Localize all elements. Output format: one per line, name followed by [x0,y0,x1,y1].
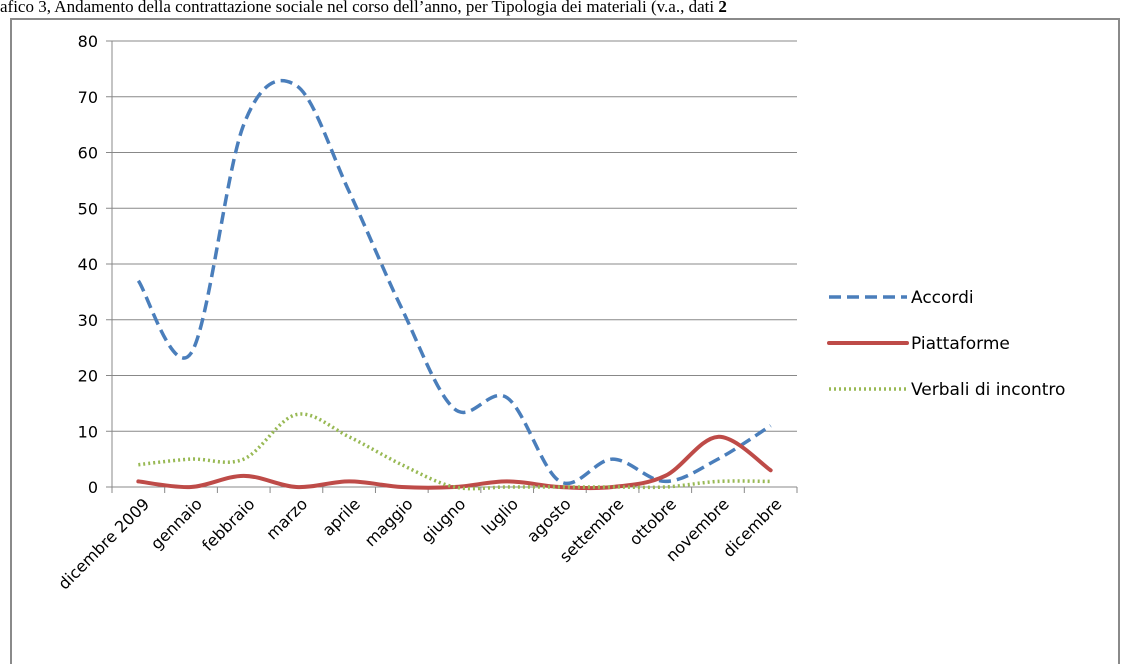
legend-label-accordi: Accordi [911,288,974,308]
y-tick-label: 60 [78,144,98,163]
y-tick-label: 50 [78,199,98,218]
caption-text: afico 3, Andamento della contrattazione … [0,0,718,16]
y-tick-labels: 0 10 20 30 40 50 60 70 80 [78,32,98,497]
x-tick-label: agosto [523,494,575,546]
y-tick-label: 20 [78,367,98,386]
y-tick-label: 40 [78,255,98,274]
figure-caption: afico 3, Andamento della contrattazione … [0,0,1122,18]
y-tick-label: 10 [78,422,98,441]
y-tick-label: 30 [78,311,98,330]
x-tick-label: febbraio [198,494,258,554]
legend-label-piattaforme: Piattaforme [911,334,1010,354]
y-tick-label: 80 [78,32,98,51]
x-tick-label: marzo [262,494,311,543]
caption-year: 2 [718,0,727,16]
legend: Accordi Piattaforme Verbali di incontro [829,288,1065,400]
x-tick-label: aprile [318,494,363,539]
x-tick-label: dicembre 2009 [54,494,153,593]
axes [106,41,797,493]
x-tick-label: giugno [417,494,469,546]
series-lines [138,81,770,489]
legend-label-verbali-di-incontro: Verbali di incontro [911,380,1065,400]
series-line-accordi [138,81,770,484]
x-tick-label: gennaio [147,494,206,553]
x-tick-label: maggio [361,494,417,550]
gridlines [112,41,797,431]
y-tick-label: 70 [78,88,98,107]
line-chart: 0 10 20 30 40 50 60 70 80 dicembre 2009gennaiofe… [12,20,1118,666]
y-tick-label: 0 [88,478,98,497]
x-tick-label: luglio [478,494,522,538]
